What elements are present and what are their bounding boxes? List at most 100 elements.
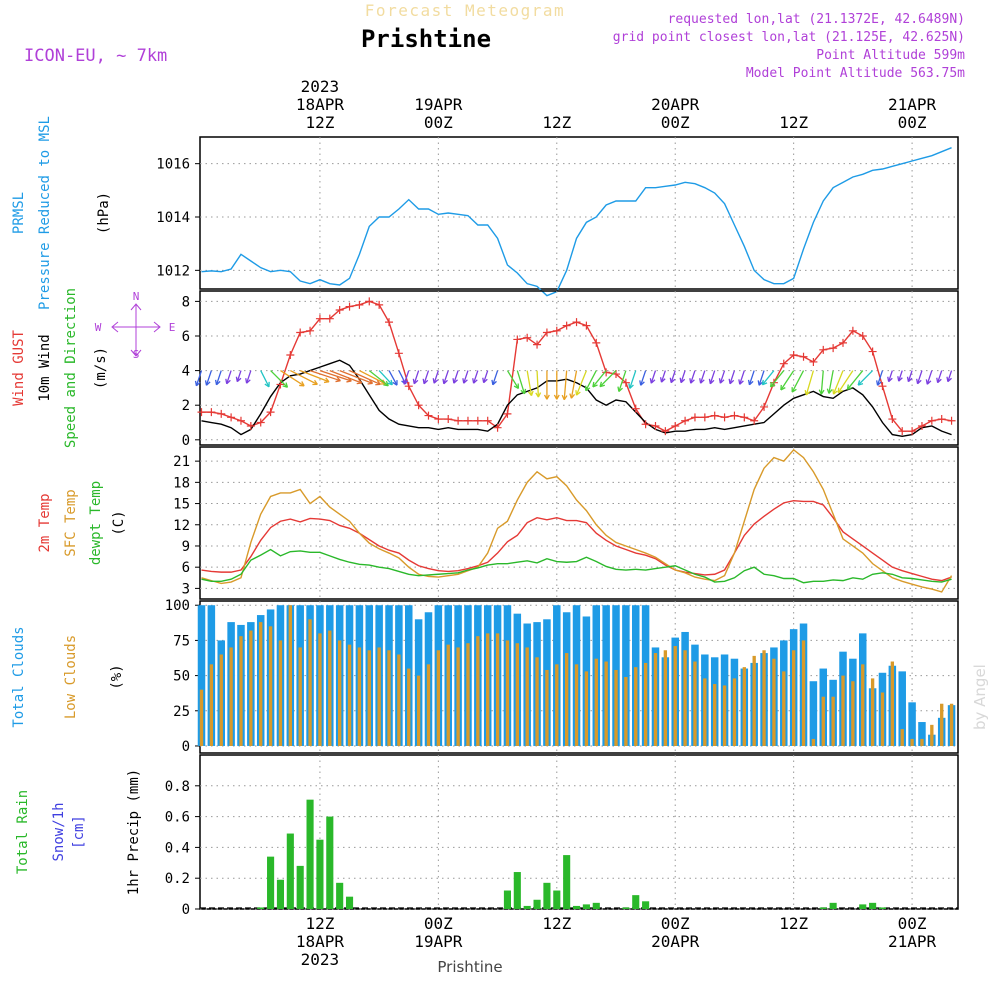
bar-low-clouds — [870, 678, 875, 746]
wind-arrow — [916, 370, 923, 384]
wind-arrow-head — [832, 389, 838, 395]
wind-arrow-head — [553, 394, 560, 400]
wind-arrow-head — [513, 383, 520, 390]
gust-marker — [700, 413, 709, 422]
bar-low-clouds — [722, 685, 727, 746]
series-prmsl — [201, 147, 952, 297]
bar-low-clouds — [673, 646, 677, 746]
wind-arrow — [947, 370, 953, 382]
gust-marker — [848, 326, 857, 335]
bottom-time-label: 12Z — [542, 914, 571, 933]
bar-total-clouds — [908, 702, 916, 746]
gust-marker — [858, 331, 867, 340]
bar-rain — [869, 902, 877, 909]
panel-frame — [199, 446, 959, 600]
gust-marker — [236, 416, 245, 425]
bottom-time-label: 18APR — [296, 932, 345, 951]
bar-rain — [592, 902, 600, 909]
wind-arrow-head — [628, 383, 634, 389]
ytick-label: 15 — [173, 497, 190, 513]
bar-low-clouds — [584, 671, 589, 746]
axis-label-0: Total Rain — [15, 790, 31, 874]
gust-marker — [878, 382, 887, 391]
bar-rain — [563, 855, 571, 909]
wind-arrow — [236, 370, 242, 382]
gust-marker — [799, 352, 808, 361]
gust-marker — [809, 357, 818, 366]
wind-arrow-head — [897, 376, 903, 382]
axis-label-3: (m/s) — [93, 347, 109, 389]
bar-rain — [622, 907, 630, 909]
bar-low-clouds — [614, 669, 618, 746]
bar-low-clouds — [259, 622, 263, 746]
bar-low-clouds — [732, 678, 737, 746]
panel-2: 3 6 9 12 15 18 21 2m Temp SFC Temp dewpt Temp (C) — [37, 446, 959, 600]
wind-arrow — [290, 370, 318, 385]
bottom-time-label: 12Z — [305, 914, 334, 933]
wind-arrow-head — [569, 393, 576, 399]
bar-low-clouds — [486, 633, 490, 746]
ytick-label: 1012 — [156, 263, 190, 279]
gust-marker — [513, 335, 522, 344]
wind-arrow — [246, 370, 252, 384]
gust-marker — [483, 416, 492, 425]
top-time-label: 2023 — [301, 77, 340, 96]
wind-arrow — [575, 370, 588, 396]
wind-arrow — [618, 370, 627, 392]
bar-low-clouds — [535, 657, 539, 746]
wind-arrow-head — [299, 381, 305, 387]
gust-marker — [197, 408, 206, 417]
wind-arrow — [359, 370, 386, 385]
wind-arrow — [526, 370, 533, 396]
wind-arrow-head — [818, 389, 825, 395]
bar-low-clouds — [861, 664, 865, 746]
wind-arrow-head — [432, 378, 439, 384]
gust-marker — [404, 382, 413, 391]
wind-arrow — [780, 370, 795, 391]
bottom-time-label: 2023 — [301, 950, 340, 969]
model-label: ICON-EU, ~ 7km — [24, 46, 167, 66]
bar-low-clouds — [900, 729, 904, 746]
panel-frame — [199, 290, 959, 446]
wind-arrow-head — [442, 378, 448, 385]
wind-arrow — [599, 370, 617, 388]
wind-arrow — [585, 370, 597, 391]
footer-location: Prishtine — [437, 958, 502, 976]
wind-arrow — [388, 370, 398, 386]
bar-low-clouds — [446, 644, 450, 746]
gust-marker — [839, 338, 848, 347]
bar-low-clouds — [505, 640, 510, 746]
wind-arrow-head — [617, 386, 623, 393]
gust-marker — [533, 340, 542, 349]
panel-3: 0 25 50 75 100 Total Clouds Low Clouds (%) — [11, 598, 959, 755]
gust-marker — [463, 416, 472, 425]
ytick-label: 0 — [182, 433, 190, 449]
wind-arrow-head — [936, 377, 942, 384]
gust-marker — [503, 409, 512, 418]
bar-low-clouds — [663, 650, 668, 746]
wind-arrow-head — [639, 380, 645, 386]
wind-arrow — [423, 370, 430, 384]
axis-label-2: Speed and Direction — [63, 288, 79, 448]
gust-marker — [592, 338, 601, 347]
wind-arrow-head — [699, 378, 705, 384]
axis-label-1: Low Clouds — [63, 635, 79, 719]
bar-low-clouds — [772, 658, 776, 746]
bar-low-clouds — [930, 724, 934, 746]
wind-arrow — [828, 370, 834, 394]
wind-arrow-head — [527, 390, 534, 397]
wind-arrow-head — [491, 379, 497, 386]
wind-arrow — [563, 370, 568, 400]
bar-low-clouds — [347, 644, 352, 746]
bar-low-clouds — [229, 647, 233, 746]
bar-low-clouds — [653, 653, 658, 746]
bottom-time-label: 21APR — [888, 932, 937, 951]
axis-label-2: (%) — [109, 664, 125, 689]
gust-marker — [552, 326, 561, 335]
panel-frame — [199, 754, 959, 910]
bar-rain — [582, 904, 590, 909]
wind-arrow-head — [194, 380, 201, 387]
wind-arrow — [937, 370, 943, 383]
bar-low-clouds — [387, 650, 391, 746]
bar-low-clouds — [851, 681, 855, 746]
